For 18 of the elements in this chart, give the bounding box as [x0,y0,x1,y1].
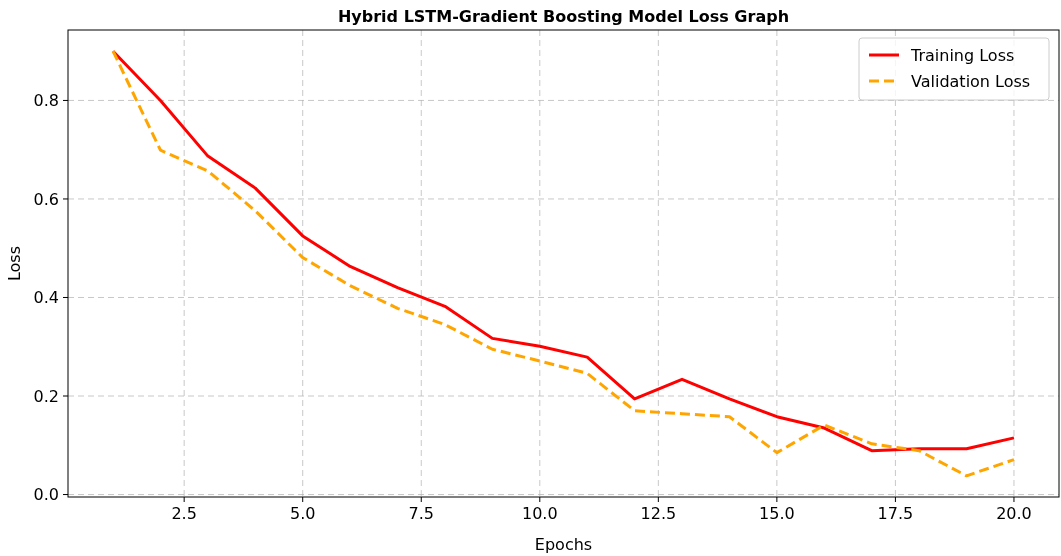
x-tick-label: 17.5 [877,504,914,523]
y-tick-label: 0.2 [33,386,59,406]
y-tick-label: 0.6 [33,189,59,209]
y-tick-label: 0.4 [33,288,59,308]
y-tick-label: 0.8 [33,91,59,111]
x-tick-label: 5.0 [289,504,316,523]
legend-label: Validation Loss [911,71,1031,91]
y-axis-title: Loss [5,245,24,282]
x-tick-label: 10.0 [521,504,558,523]
x-tick-label: 12.5 [640,504,677,523]
x-tick-label: 2.5 [171,504,197,523]
y-tick-label: 0.0 [33,485,59,505]
x-tick-label: 20.0 [996,504,1032,523]
chart-title: Hybrid LSTM-Gradient Boosting Model Loss Graph [337,7,790,26]
legend-label: Training Loss [910,45,1015,65]
x-tick-label: 7.5 [408,504,434,523]
x-axis-title: Epochs [534,535,593,554]
x-tick-label: 15.0 [759,504,795,523]
